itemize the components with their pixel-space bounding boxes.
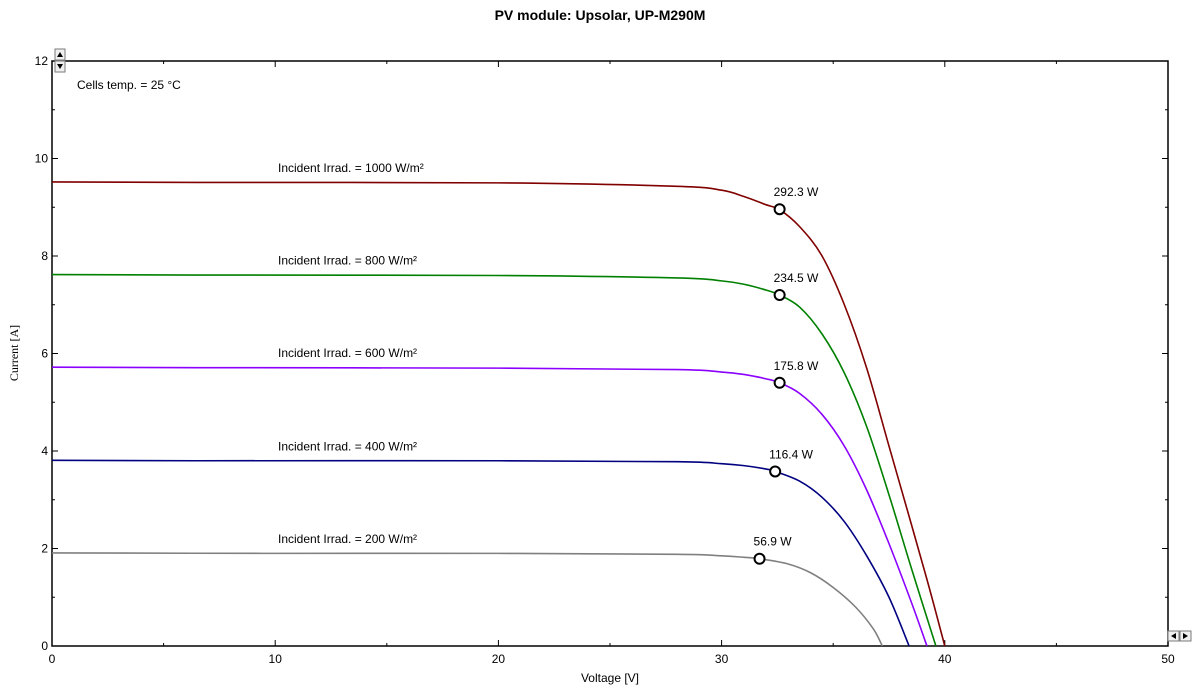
y-tick-label: 2 bbox=[41, 542, 48, 556]
x-tick-label: 20 bbox=[492, 652, 506, 666]
series-line bbox=[51, 366, 928, 647]
x-scroll-spinner bbox=[1167, 630, 1192, 642]
x-tick-label: 50 bbox=[1161, 652, 1175, 666]
y-scroll-spinner bbox=[54, 48, 66, 73]
series-label: Incident Irrad. = 800 W/m² bbox=[278, 254, 417, 268]
y-tick-label: 12 bbox=[35, 54, 49, 68]
x-tick-label: 30 bbox=[715, 652, 729, 666]
x-tick-label: 0 bbox=[49, 652, 56, 666]
mpp-marker bbox=[773, 376, 786, 389]
mpp-marker bbox=[773, 289, 786, 301]
series-line bbox=[51, 552, 884, 647]
series-label: Incident Irrad. = 1000 W/m² bbox=[278, 161, 424, 175]
series-line bbox=[51, 273, 937, 647]
series-label: Incident Irrad. = 600 W/m² bbox=[278, 346, 417, 360]
series-label: Incident Irrad. = 400 W/m² bbox=[278, 439, 417, 453]
cell-temperature-note: Cells temp. = 25 °C bbox=[77, 78, 181, 92]
arrow-down-icon bbox=[57, 64, 63, 69]
mpp-power-label: 175.8 W bbox=[774, 359, 819, 373]
mpp-marker bbox=[753, 552, 766, 565]
y-axis-label: Current [A] bbox=[7, 325, 21, 381]
arrow-up-icon bbox=[57, 52, 63, 57]
x-axis-label: Voltage [V] bbox=[581, 671, 639, 685]
plot-area bbox=[51, 60, 1169, 647]
arrow-right-icon bbox=[1183, 633, 1188, 639]
mpp-power-label: 292.3 W bbox=[774, 185, 819, 199]
mpp-power-label: 56.9 W bbox=[754, 535, 793, 549]
series-label: Incident Irrad. = 200 W/m² bbox=[278, 532, 417, 546]
mpp-marker bbox=[769, 465, 782, 478]
x-axis: 0 10 20 30 40 50 bbox=[49, 61, 1175, 666]
chart-title: PV module: Upsolar, UP-M290M bbox=[495, 7, 706, 23]
y-tick-label: 10 bbox=[35, 152, 49, 166]
y-tick-label: 6 bbox=[41, 347, 48, 361]
series-line bbox=[51, 459, 910, 647]
y-tick-label: 0 bbox=[41, 639, 48, 653]
y-axis: 0 2 4 6 8 10 12 bbox=[35, 54, 1168, 653]
x-tick-label: 40 bbox=[938, 652, 952, 666]
series-layer: Incident Irrad. = 1000 W/m² 292.3 W Incide… bbox=[51, 161, 946, 647]
mpp-power-label: 234.5 W bbox=[774, 271, 819, 285]
x-tick-label: 10 bbox=[269, 652, 283, 666]
y-tick-label: 8 bbox=[41, 249, 48, 263]
mpp-power-label: 116.4 W bbox=[769, 447, 813, 461]
mpp-marker bbox=[773, 203, 786, 216]
y-tick-label: 4 bbox=[41, 444, 48, 458]
arrow-left-icon bbox=[1171, 633, 1176, 639]
